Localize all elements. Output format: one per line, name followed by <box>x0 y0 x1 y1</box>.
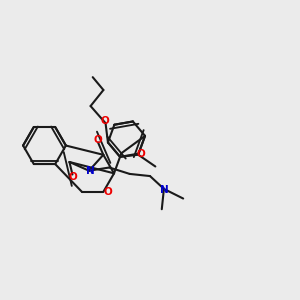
Text: O: O <box>100 116 109 126</box>
Text: N: N <box>160 185 169 195</box>
Text: N: N <box>85 166 94 176</box>
Text: O: O <box>68 172 77 182</box>
Text: O: O <box>94 135 102 145</box>
Text: O: O <box>136 148 145 158</box>
Text: O: O <box>103 187 112 197</box>
